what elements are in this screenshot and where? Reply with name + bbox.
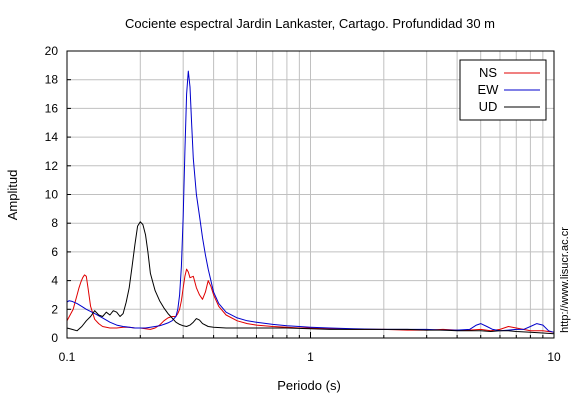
legend-label-ew: EW: [478, 82, 500, 97]
legend-label-ud: UD: [479, 99, 498, 114]
source-url-text: http://www.lisucr.ac.cr: [559, 227, 571, 333]
y-tick-label: 16: [45, 101, 59, 115]
series-line-ud: [66, 221, 555, 335]
y-tick-label: 12: [45, 159, 59, 173]
y-tick-label: 0: [51, 331, 58, 345]
series-line-ew: [66, 70, 555, 333]
y-tick-label: 20: [45, 44, 59, 58]
chart-title: Cociente espectral Jardin Lankaster, Car…: [125, 16, 495, 31]
x-tick-label: 0.1: [59, 350, 76, 364]
y-tick-label: 2: [51, 302, 58, 316]
legend: NS EW UD: [459, 59, 547, 121]
y-tick-label: 14: [45, 130, 59, 144]
y-tick-label: 4: [51, 274, 58, 288]
x-tick-label: 10: [547, 350, 561, 364]
y-axis-label: Amplitud: [5, 170, 20, 221]
y-tick-label: 10: [45, 188, 59, 202]
x-tick-label: 1: [307, 350, 314, 364]
y-tick-label: 8: [51, 216, 58, 230]
legend-label-ns: NS: [479, 65, 497, 80]
axis-ticks: 0 2 4 6 8 10 12 14 16 18 20 0.1 1 10: [45, 44, 561, 364]
y-tick-label: 18: [45, 73, 59, 87]
x-axis-label: Periodo (s): [277, 378, 341, 393]
series-layer: [66, 70, 555, 335]
y-tick-label: 6: [51, 245, 58, 259]
